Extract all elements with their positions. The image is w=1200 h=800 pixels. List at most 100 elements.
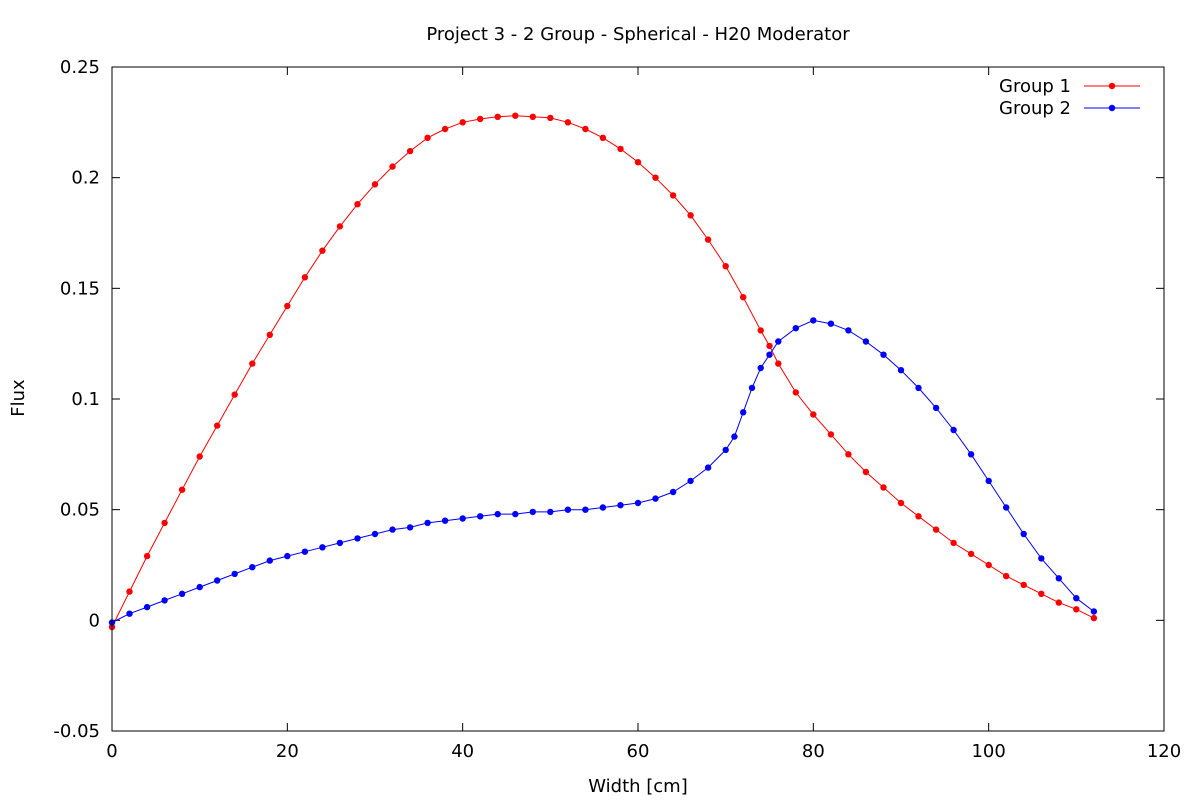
- data-point-group-2: [932, 404, 940, 412]
- data-point-group-1: [494, 113, 501, 121]
- y-tick-label: 0: [89, 610, 100, 631]
- data-point-group-1: [477, 115, 484, 123]
- data-point-group-2: [880, 351, 887, 358]
- data-point-group-2: [1038, 555, 1045, 562]
- y-axis-label: Flux: [8, 379, 29, 417]
- data-point-group-2: [669, 488, 677, 496]
- data-point-group-2: [126, 610, 133, 617]
- data-point-group-2: [336, 539, 344, 547]
- data-point-group-1: [284, 302, 291, 310]
- data-point-group-2: [862, 338, 870, 345]
- data-point-group-1: [126, 588, 133, 595]
- data-point-group-2: [748, 384, 756, 392]
- data-point-group-2: [740, 409, 747, 416]
- data-point-group-2: [1090, 608, 1098, 615]
- data-point-group-2: [722, 446, 729, 454]
- data-point-group-2: [634, 499, 642, 507]
- data-point-group-1: [915, 513, 922, 520]
- data-point-group-1: [1003, 572, 1010, 580]
- x-axis-label: Width [cm]: [588, 776, 688, 797]
- data-point-group-2: [529, 508, 536, 516]
- data-point-group-2: [827, 320, 835, 327]
- data-point-group-1: [722, 263, 729, 270]
- data-point-group-1: [897, 499, 905, 507]
- data-point-group-2: [371, 530, 379, 538]
- data-point-group-1: [669, 192, 677, 199]
- data-point-group-1: [687, 212, 694, 219]
- y-tick-label: 0.25: [60, 57, 100, 78]
- data-point-group-2: [301, 548, 309, 555]
- data-point-group-1: [336, 223, 344, 230]
- data-point-group-1: [371, 181, 379, 188]
- data-point-group-2: [687, 477, 694, 485]
- data-point-group-2: [564, 506, 572, 513]
- data-point-group-1: [582, 125, 589, 133]
- data-point-group-1: [827, 431, 835, 438]
- data-point-group-2: [775, 338, 782, 345]
- y-tick-label: 0.15: [60, 278, 100, 299]
- data-point-group-1: [249, 360, 256, 367]
- x-tick-label: 20: [276, 741, 299, 762]
- data-point-group-2: [1020, 530, 1027, 538]
- data-point-group-1: [775, 360, 782, 367]
- data-point-group-1: [634, 159, 642, 166]
- data-point-group-2: [1055, 575, 1063, 582]
- data-point-group-1: [512, 112, 519, 119]
- y-tick-label: 0.05: [60, 500, 100, 521]
- plot-frame: [111, 66, 1165, 732]
- data-point-group-1: [845, 451, 852, 458]
- data-point-group-1: [1038, 590, 1045, 597]
- y-tick-label: 0.2: [71, 168, 100, 189]
- x-tick-label: 80: [802, 741, 825, 762]
- data-point-group-2: [985, 477, 992, 485]
- axis-tick-labels: 0 20 40 60 80 100 120 -0.05 0 0.05 0.1 0.15 0.2 0.25: [53, 57, 1181, 762]
- data-point-group-2: [652, 495, 659, 502]
- legend-label: Group 1: [999, 76, 1071, 97]
- data-point-group-2: [389, 526, 396, 533]
- data-point-group-2: [196, 583, 203, 591]
- data-point-group-2: [810, 317, 817, 324]
- x-tick-label: 60: [627, 741, 650, 762]
- legend-swatch-marker: [1108, 104, 1116, 112]
- data-point-group-2: [143, 603, 151, 611]
- data-point-group-1: [862, 468, 870, 476]
- data-point-group-2: [249, 564, 256, 571]
- data-point-group-1: [424, 134, 431, 141]
- data-point-group-1: [1055, 599, 1063, 606]
- legend-swatch-marker: [1108, 82, 1116, 90]
- data-point-group-2: [547, 508, 554, 516]
- data-point-group-1: [564, 119, 572, 126]
- data-point-group-2: [512, 510, 519, 518]
- data-point-group-1: [810, 411, 817, 418]
- data-point-group-2: [214, 577, 221, 584]
- data-point-group-1: [301, 274, 309, 281]
- data-point-group-1: [441, 125, 449, 133]
- data-point-group-2: [757, 364, 764, 372]
- data-point-group-1: [196, 453, 203, 460]
- y-tick-label: -0.05: [53, 721, 100, 742]
- data-point-group-2: [704, 464, 712, 471]
- data-point-group-1: [459, 119, 466, 126]
- data-point-group-1: [1020, 581, 1027, 589]
- data-point-group-2: [1073, 595, 1080, 602]
- data-point-group-2: [731, 433, 738, 440]
- data-point-group-2: [494, 510, 501, 518]
- data-point-group-2: [354, 535, 361, 542]
- x-tick-label: 100: [971, 741, 1005, 762]
- x-tick-label: 120: [1147, 741, 1181, 762]
- data-point-group-2: [1003, 504, 1010, 511]
- data-point-group-1: [757, 327, 764, 334]
- data-point-group-1: [1073, 606, 1080, 613]
- data-point-group-1: [617, 145, 624, 153]
- data-point-group-1: [950, 539, 957, 547]
- data-point-group-2: [766, 351, 773, 358]
- data-point-group-2: [477, 513, 484, 520]
- data-point-group-2: [319, 544, 326, 551]
- data-point-group-2: [897, 367, 905, 374]
- data-point-group-1: [792, 389, 799, 396]
- data-point-group-2: [915, 384, 922, 392]
- data-point-group-1: [161, 519, 168, 527]
- data-point-group-1: [319, 247, 326, 254]
